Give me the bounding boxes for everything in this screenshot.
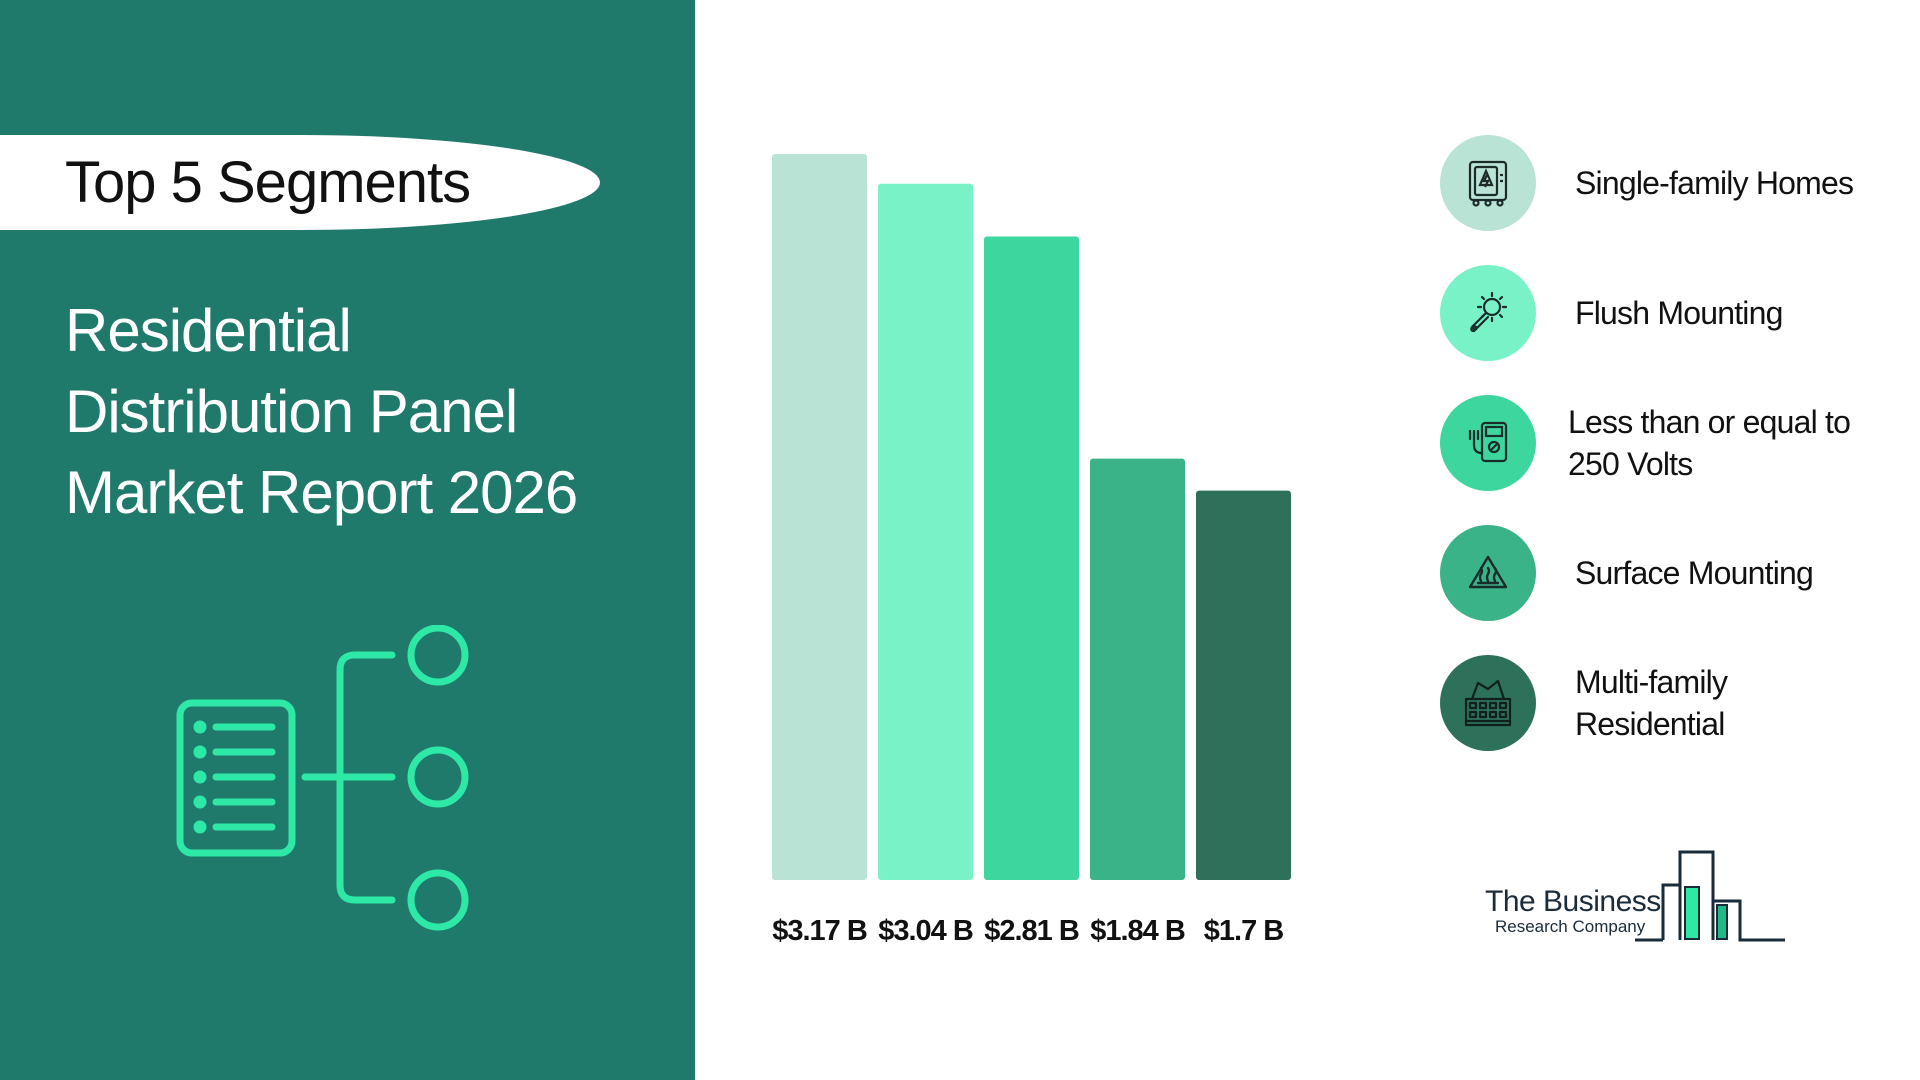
report-title: Residential Distribution Panel Market Re… bbox=[65, 290, 665, 533]
legend-item-multi-family-residential: Multi-family Residential bbox=[1440, 655, 1910, 751]
bar-4 bbox=[1090, 458, 1185, 880]
legend-item-flush-mounting: Flush Mounting bbox=[1440, 265, 1910, 361]
bar-chart: $3.17 B $3.04 B $2.81 B $1.84 B $1.7 B bbox=[772, 154, 1291, 947]
legend-icon-circle bbox=[1440, 655, 1536, 751]
legend-label: Multi-family Residential bbox=[1575, 664, 1728, 742]
wrench-gear-icon bbox=[1470, 291, 1508, 333]
company-logo: The Business Research Company bbox=[1485, 845, 1805, 945]
bar-value-label: $2.81 B bbox=[984, 915, 1079, 947]
heat-warning-icon bbox=[1468, 555, 1508, 589]
bar-5 bbox=[1196, 490, 1291, 880]
legend-item-surface-mounting: Surface Mounting bbox=[1440, 525, 1910, 621]
legend-icon-circle bbox=[1440, 395, 1536, 491]
segments-badge bbox=[0, 135, 600, 230]
legend-label: Surface Mounting bbox=[1575, 555, 1814, 591]
legend-label: Single-family Homes bbox=[1575, 165, 1854, 201]
legend-item-less-than-250-volts: Less than or equal to 250 Volts bbox=[1440, 395, 1910, 491]
apartment-building-icon bbox=[1464, 679, 1512, 727]
legend-label: Less than or equal to 250 Volts bbox=[1568, 404, 1851, 482]
bar-1 bbox=[772, 154, 867, 880]
logo-text-sub: Research Company bbox=[1495, 917, 1646, 936]
bar-value-label: $3.17 B bbox=[772, 915, 867, 947]
logo-text-main: The Business bbox=[1485, 885, 1661, 918]
electrical-panel-icon bbox=[1468, 160, 1508, 207]
legend-label: Flush Mounting bbox=[1575, 295, 1783, 331]
bar-value-label: $1.84 B bbox=[1090, 915, 1185, 947]
bar-3 bbox=[984, 236, 1079, 881]
segments-badge-label: Top 5 Segments bbox=[65, 150, 471, 215]
report-title-line: Distribution Panel bbox=[65, 378, 518, 445]
report-title-line: Residential bbox=[65, 297, 352, 364]
legend-item-single-family-homes: Single-family Homes bbox=[1440, 135, 1910, 231]
bar-2 bbox=[878, 183, 973, 880]
legend-icon-circle bbox=[1440, 265, 1536, 361]
segment-tree-icon bbox=[176, 625, 469, 931]
bar-value-label: $3.04 B bbox=[878, 915, 973, 947]
left-panel: Top 5 Segments Residential Distribution … bbox=[0, 0, 695, 1080]
report-title-line: Market Report 2026 bbox=[65, 459, 578, 526]
legend-icon-circle bbox=[1440, 525, 1536, 621]
bar-value-label: $1.7 B bbox=[1204, 915, 1283, 947]
legend-icon-circle bbox=[1440, 135, 1536, 231]
multimeter-icon bbox=[1468, 421, 1508, 463]
logo-bars-graphic bbox=[1635, 850, 1785, 942]
